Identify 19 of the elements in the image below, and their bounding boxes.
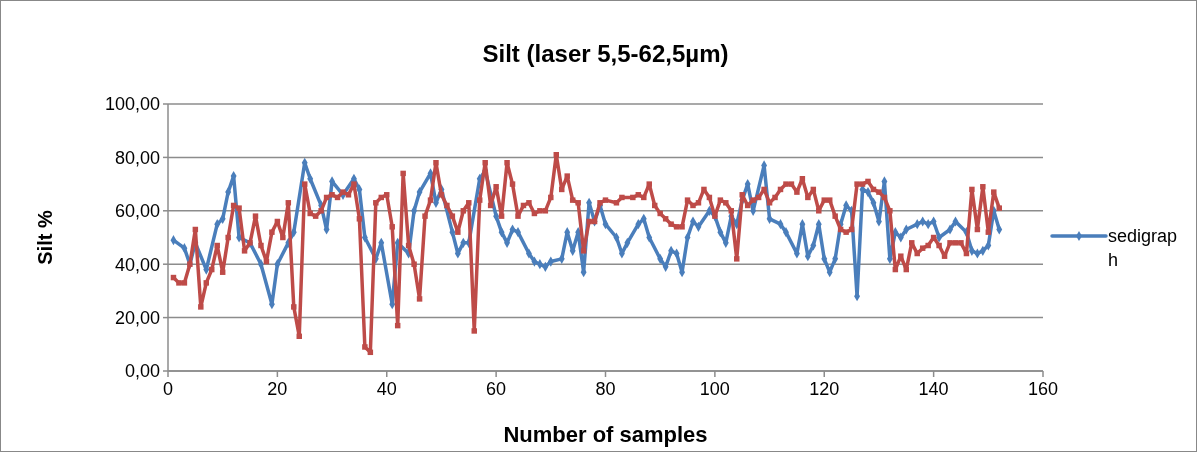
x-tick-label: 0 (162, 379, 174, 399)
x-tick-label: 60 (486, 379, 507, 399)
y-axis-title: Silt % (34, 210, 56, 265)
x-tick-label: 40 (376, 379, 397, 399)
x-tick-label: 20 (267, 379, 288, 399)
y-tick-label: 0,00 (124, 361, 160, 382)
chart-title: Silt (laser 5,5-62,5µm) (482, 40, 729, 67)
y-tick-label: 100,00 (104, 94, 160, 115)
x-tick-label: 100 (699, 379, 730, 399)
x-tick-label: 120 (809, 379, 840, 399)
y-tick-label: 60,00 (114, 201, 160, 222)
x-axis-title: Number of samples (503, 422, 708, 447)
legend-label: sedigraph (1108, 226, 1178, 270)
x-tick-label: 80 (595, 379, 616, 399)
y-tick-label: 80,00 (114, 147, 160, 168)
x-tick-label: 140 (918, 379, 949, 399)
x-tick-label: 160 (1027, 379, 1059, 399)
y-tick-label: 20,00 (114, 307, 160, 328)
y-tick-label: 40,00 (114, 254, 160, 275)
